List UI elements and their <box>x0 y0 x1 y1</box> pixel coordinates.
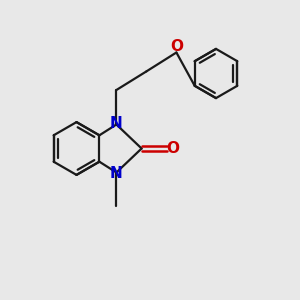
Text: O: O <box>170 39 183 54</box>
Text: O: O <box>166 141 179 156</box>
Text: N: N <box>110 166 122 181</box>
Text: N: N <box>110 116 122 131</box>
